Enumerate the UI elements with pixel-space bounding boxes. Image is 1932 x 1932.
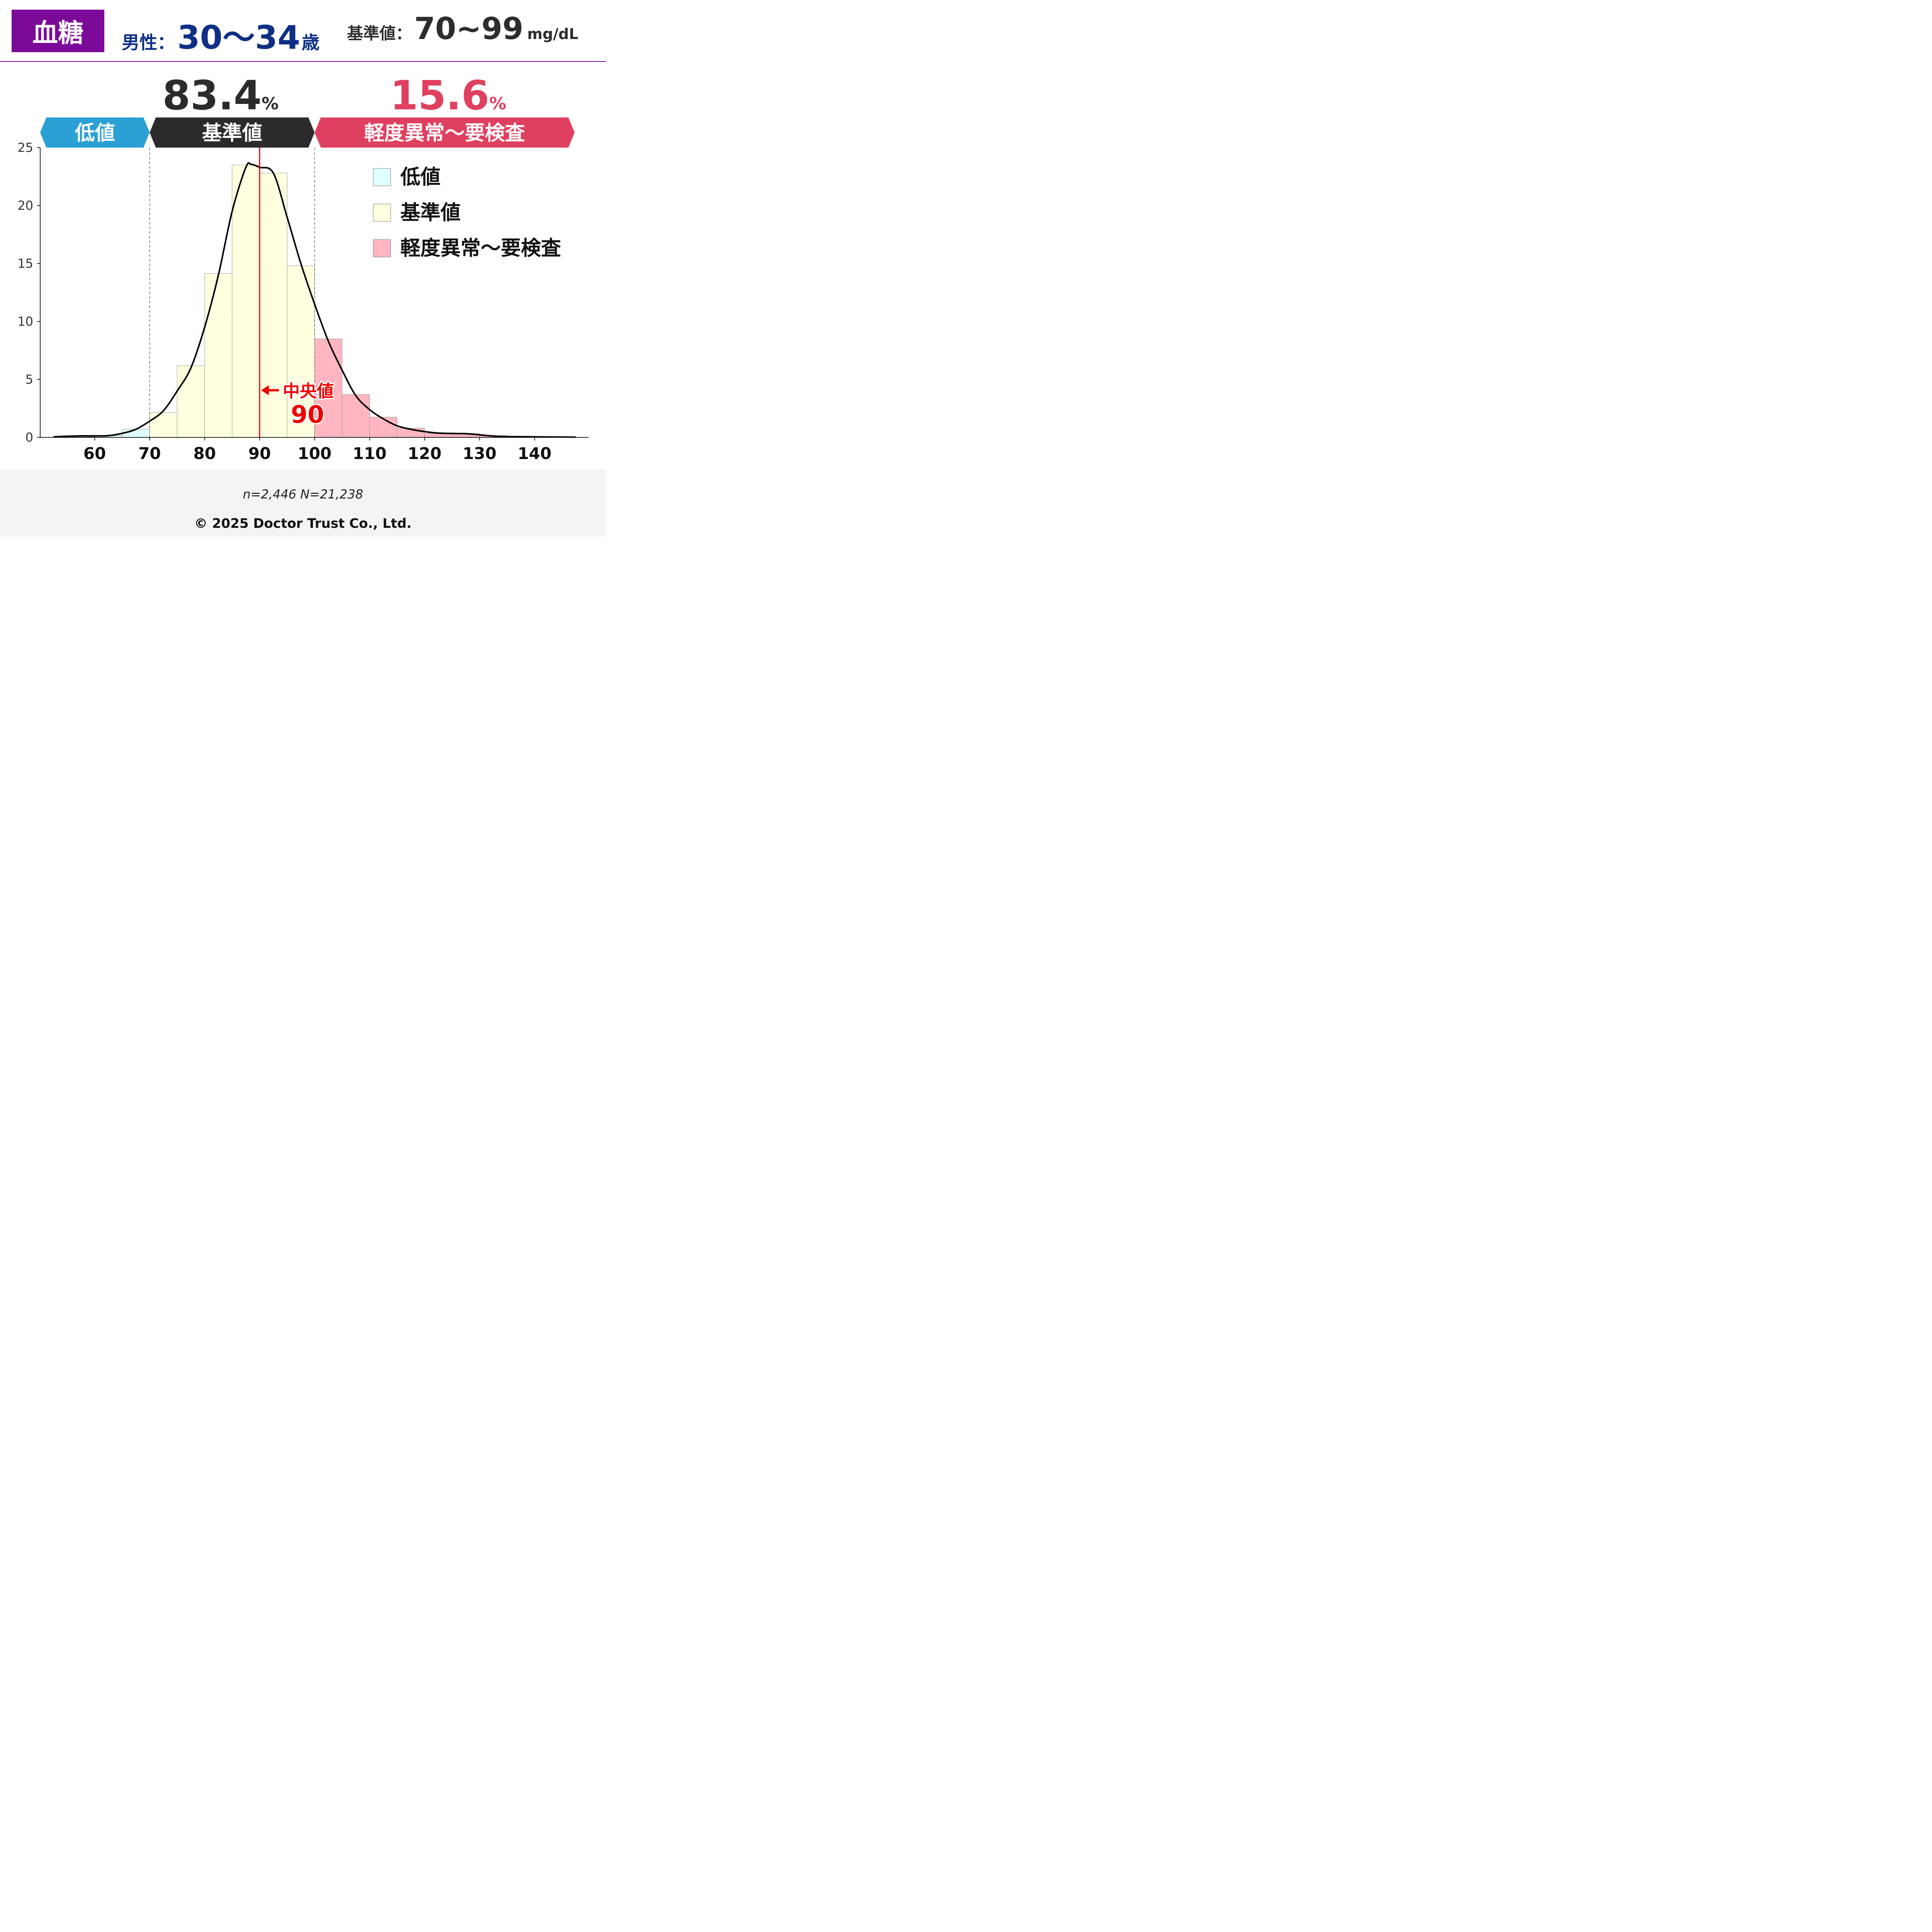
x-tick-label: 130 [463,444,497,463]
histogram-bar [287,265,315,438]
x-tick-label: 90 [248,444,271,463]
age-unit: 歳 [301,32,320,53]
density-curve [53,162,576,438]
median-value: 90 [291,400,324,429]
median-label: 中央値 [283,381,334,401]
y-tick-label: 0 [26,430,33,445]
histogram-bar [232,165,260,438]
header-divider [0,61,606,62]
copyright: © 2025 Doctor Trust Co., Ltd. [194,516,412,531]
banner-high [315,117,575,148]
y-tick-label: 20 [17,198,33,213]
percent-unit: % [489,94,506,114]
histogram-bar [177,365,205,438]
x-tick-label: 60 [83,444,106,463]
y-tick-label: 5 [26,372,33,387]
reference-unit: mg/dL [527,26,578,43]
legend-label: 軽度異常～要検査 [400,237,561,260]
footer: n=2,446 N=21,238 © 2025 Doctor Trust Co.… [0,469,606,537]
y-tick-label: 15 [17,256,33,271]
histogram-bar [342,394,370,438]
banner-normal [150,117,315,148]
histogram-bar [369,417,398,438]
legend-label: 低値 [400,166,440,189]
banner-label-normal: 基準値 [202,122,262,145]
histogram-bar [149,412,177,438]
banner-label-low: 低値 [75,122,115,145]
reference-range: 基準値： 70~99 mg/dL [347,12,578,46]
percent-value: 83.4 [162,72,262,119]
x-tick-label: 100 [298,444,332,463]
legend-label: 基準値 [400,201,461,224]
percent-unit: % [262,94,279,114]
age-range: 30～34 [177,19,300,56]
x-tick-label: 110 [353,444,387,463]
legend-swatch [373,204,391,222]
percent-value: 15.6 [390,72,490,119]
legend-swatch [373,239,391,257]
histogram-bar [204,273,233,438]
header: 血糖 男性： 30～34 歳 基準値： 70~99 mg/dL [0,0,606,62]
x-tick-label: 140 [518,444,552,463]
y-tick-label: 10 [17,314,33,329]
reference-values: 70~99 [414,12,524,46]
banner-low [40,117,150,148]
x-tick-label: 80 [193,444,216,463]
y-tick-label: 25 [17,140,33,155]
reference-label: 基準値： [347,24,412,43]
banner-label-high: 軽度異常～要検査 [364,122,525,145]
percent-normal: 83.4% [162,72,279,119]
legend-swatch [373,168,391,186]
test-badge: 血糖 [12,10,104,52]
x-tick-label: 120 [408,444,442,463]
sample-size: n=2,446 N=21,238 [243,487,363,502]
median-arrow-head [261,385,269,395]
histogram-bar [314,338,342,438]
sex-age-label: 男性： 30～34 歳 [122,12,320,56]
percent-high: 15.6% [390,72,507,119]
x-tick-label: 70 [138,444,161,463]
histogram-bar [122,429,150,438]
sex-label: 男性： [122,32,175,53]
histogram-chart: 83.4% 15.6%低値 基準値 軽度異常～要検査中央値90051015202560… [17,72,588,463]
